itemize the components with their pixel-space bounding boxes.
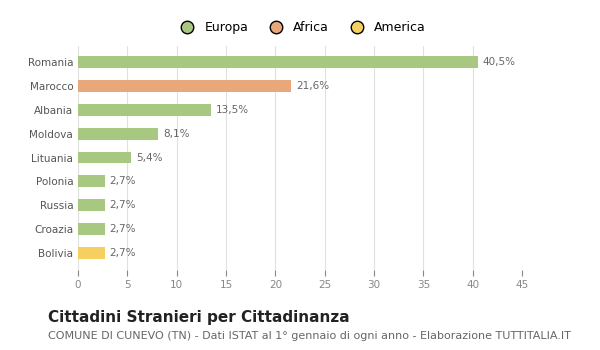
Bar — [78, 56, 478, 68]
Text: COMUNE DI CUNEVO (TN) - Dati ISTAT al 1° gennaio di ogni anno - Elaborazione TUT: COMUNE DI CUNEVO (TN) - Dati ISTAT al 1°… — [48, 331, 571, 341]
Bar — [78, 127, 158, 140]
Text: 40,5%: 40,5% — [482, 57, 515, 66]
Text: 8,1%: 8,1% — [163, 128, 190, 139]
Bar — [78, 223, 104, 235]
Text: 2,7%: 2,7% — [110, 176, 136, 187]
Text: 5,4%: 5,4% — [136, 153, 163, 162]
Bar — [78, 247, 104, 259]
Bar — [78, 80, 291, 92]
Bar — [78, 175, 104, 188]
Text: Cittadini Stranieri per Cittadinanza: Cittadini Stranieri per Cittadinanza — [48, 310, 350, 325]
Text: 2,7%: 2,7% — [110, 201, 136, 210]
Bar — [78, 104, 211, 116]
Text: 2,7%: 2,7% — [110, 248, 136, 258]
Text: 21,6%: 21,6% — [296, 80, 329, 91]
Legend: Europa, Africa, America: Europa, Africa, America — [169, 16, 431, 39]
Bar — [78, 152, 131, 163]
Text: 13,5%: 13,5% — [216, 105, 249, 114]
Text: 2,7%: 2,7% — [110, 224, 136, 234]
Bar — [78, 199, 104, 211]
